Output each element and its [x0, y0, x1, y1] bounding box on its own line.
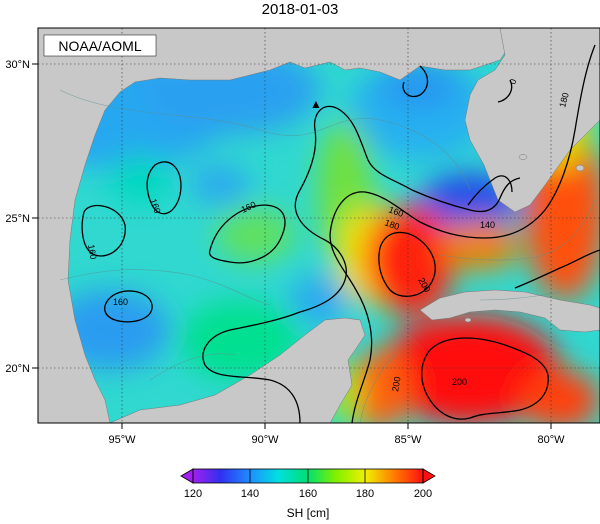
colorbar: 120 140 160 180 200 SH [cm]	[180, 468, 436, 520]
contour-200-cuba	[514, 249, 600, 289]
contour-label: 0	[507, 78, 518, 86]
contour-0-ne	[402, 65, 429, 98]
contour-160-sw	[104, 290, 153, 323]
contour-label: 200	[452, 377, 467, 387]
contour-label: 160	[113, 297, 128, 307]
colorbar-min-arrow	[180, 468, 194, 484]
contour-label: 200	[390, 376, 402, 393]
contour-180	[329, 44, 596, 423]
lat-label: 25°N	[5, 213, 30, 225]
colorbar-label: SH [cm]	[287, 506, 330, 520]
colorbar-tick: 200	[414, 488, 432, 500]
contour-label: 160	[387, 204, 405, 219]
lon-label: 95°W	[108, 434, 136, 446]
colorbar-tick: 140	[241, 488, 259, 500]
colorbar-max-arrow	[422, 468, 436, 484]
contour-label: 180	[557, 91, 571, 108]
contour-160-west	[81, 204, 126, 257]
colorbar-tick: 160	[299, 488, 317, 500]
latitude-axis: 30°N 25°N 20°N	[5, 59, 30, 375]
contour-label: 140	[480, 220, 495, 230]
colorbar-tick: 180	[356, 488, 374, 500]
map-area: 160 160 160 160 160 180 180 200 200 200 …	[38, 28, 600, 423]
contour-160-nw	[146, 161, 182, 215]
credit-label: NOAA/AOML	[58, 38, 141, 54]
land	[38, 28, 600, 423]
lon-label: 85°W	[394, 434, 422, 446]
florida	[464, 28, 600, 213]
contour-label: 160	[148, 197, 163, 215]
lon-label: 90°W	[251, 434, 279, 446]
contour-label-group: 160 160 160 160 160 180 180 200 200 200 …	[86, 78, 571, 393]
lat-label: 30°N	[5, 59, 30, 71]
contour-160-loop	[202, 105, 521, 423]
axis-ticks	[32, 63, 552, 429]
us-coastline	[38, 28, 511, 423]
graticule	[38, 28, 600, 423]
contour-140-fl	[467, 175, 513, 206]
yucatan	[109, 317, 366, 423]
contour-160-central	[208, 204, 286, 264]
contour-label: 160	[86, 244, 98, 261]
contour-ne	[497, 79, 513, 103]
lon-label: 80°W	[537, 434, 565, 446]
station-marker-icon: ▲	[310, 97, 322, 111]
lat-label: 20°N	[5, 363, 30, 375]
cuba	[419, 289, 600, 333]
contour-200-east	[378, 231, 436, 297]
credit-box	[43, 34, 157, 57]
longitude-axis: 95°W 90°W 85°W 80°W	[108, 434, 565, 446]
colorbar-tick: 120	[184, 488, 202, 500]
minor-contours	[59, 89, 596, 423]
map-frame	[37, 27, 600, 424]
contour-lines	[81, 44, 600, 423]
contour-200-south	[421, 337, 549, 420]
contour-label: 180	[383, 217, 401, 232]
map-title: 2018-01-03	[262, 1, 339, 18]
